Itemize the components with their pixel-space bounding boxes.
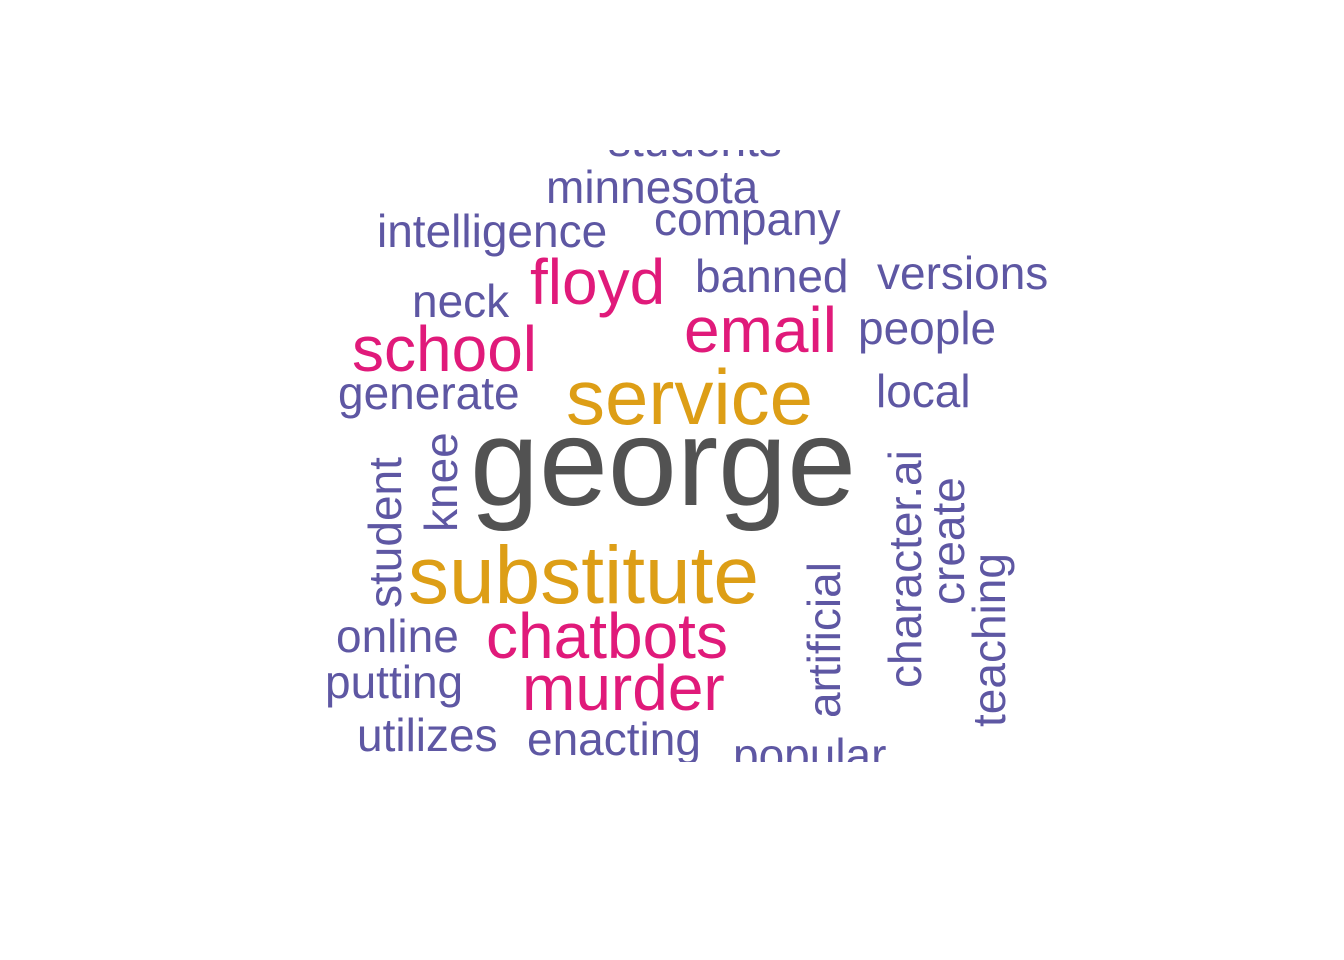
word-school: school bbox=[352, 313, 537, 385]
word-teaching: teaching bbox=[963, 553, 1015, 727]
word-cloud-panel: students minnesota intelligence company … bbox=[0, 150, 1344, 762]
word-versions: versions bbox=[877, 247, 1049, 299]
word-george: george bbox=[470, 394, 857, 532]
word-neck: neck bbox=[412, 275, 510, 327]
word-company: company bbox=[654, 193, 841, 245]
word-local: local bbox=[876, 365, 971, 417]
word-people: people bbox=[858, 302, 997, 354]
word-generate: generate bbox=[338, 367, 520, 419]
word-artificial: artificial bbox=[798, 562, 850, 718]
word-banned: banned bbox=[695, 250, 849, 302]
word-floyd: floyd bbox=[530, 246, 666, 318]
word-minnesota: minnesota bbox=[546, 161, 759, 213]
word-substitute: substitute bbox=[408, 530, 759, 621]
word-service: service bbox=[566, 353, 814, 441]
word-utilizes: utilizes bbox=[357, 709, 498, 761]
word-popular: popular bbox=[733, 729, 887, 762]
word-putting: putting bbox=[325, 656, 464, 708]
word-intelligence: intelligence bbox=[377, 205, 608, 257]
word-chatbots: chatbots bbox=[486, 600, 728, 672]
word-student: student bbox=[359, 457, 411, 608]
word-online: online bbox=[336, 610, 459, 662]
word-enacting: enacting bbox=[527, 713, 701, 762]
word-students: students bbox=[608, 150, 782, 163]
word-knee: knee bbox=[415, 432, 467, 532]
word-murder: murder bbox=[522, 652, 725, 724]
word-email: email bbox=[684, 294, 837, 366]
